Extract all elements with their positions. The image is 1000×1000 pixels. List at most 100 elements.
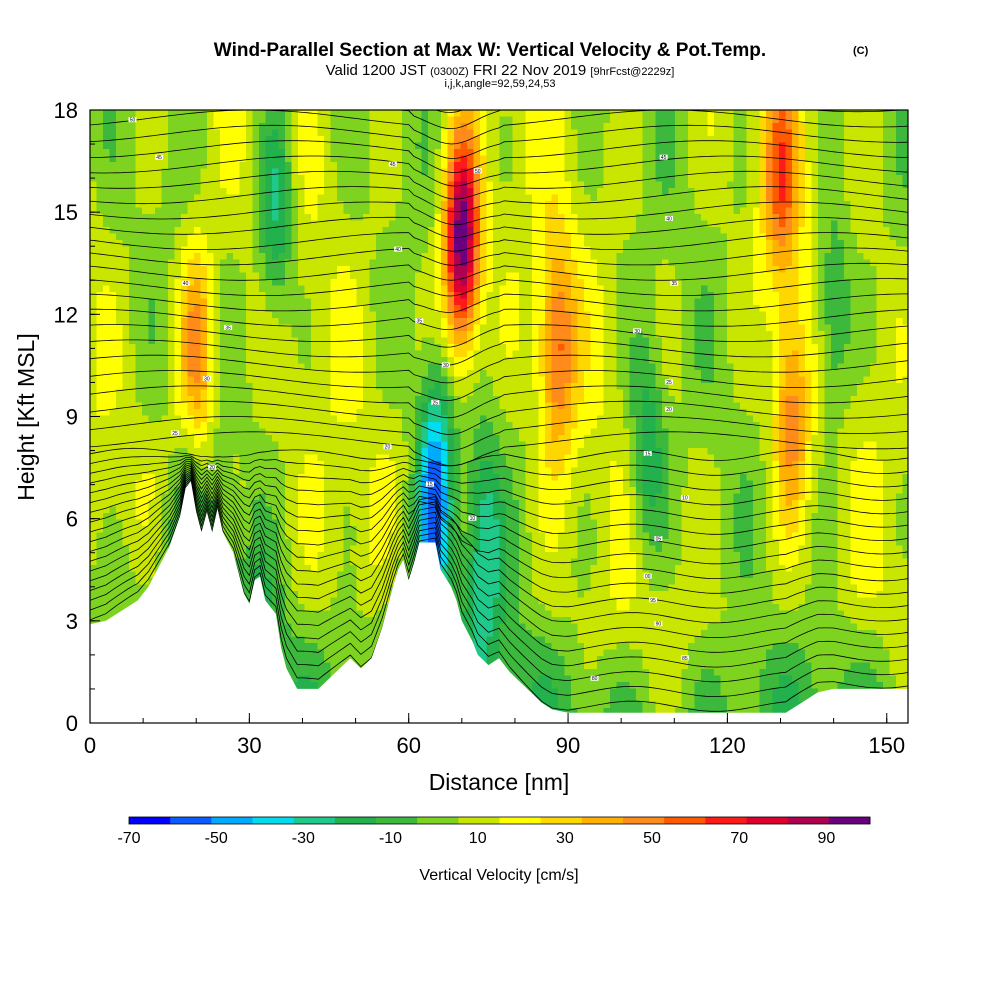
colorbar-segment bbox=[581, 817, 624, 824]
theta-contour-line bbox=[90, 232, 908, 252]
y-tick-label: 3 bbox=[66, 609, 78, 634]
colorbar-segment bbox=[170, 817, 212, 824]
theta-contour-line bbox=[90, 475, 908, 653]
theta-contour-label: 00 bbox=[645, 574, 651, 580]
x-tick-label: 150 bbox=[868, 733, 905, 758]
theta-contour-line bbox=[90, 155, 908, 187]
colorbar-segment bbox=[129, 817, 171, 824]
colorbar-segment bbox=[664, 817, 706, 824]
x-tick-label: 0 bbox=[84, 733, 96, 758]
y-tick-label: 0 bbox=[66, 711, 78, 736]
theta-contour-line bbox=[90, 455, 908, 476]
theta-contour-label: 90 bbox=[656, 622, 662, 628]
theta-contour-line bbox=[90, 460, 908, 521]
theta-label-box bbox=[643, 450, 652, 456]
theta-contour-line bbox=[90, 480, 908, 698]
colorbar-tick-label: -70 bbox=[117, 830, 140, 847]
theta-contour-line bbox=[90, 140, 908, 173]
theta-label-box bbox=[441, 362, 450, 368]
y-tick-label: 18 bbox=[54, 98, 78, 123]
theta-contour-line bbox=[90, 474, 908, 639]
theta-label-box bbox=[224, 324, 233, 330]
theta-contour-label: 35 bbox=[225, 325, 231, 331]
theta-label-box bbox=[633, 328, 642, 334]
theta-contour-line bbox=[90, 467, 908, 580]
theta-label-box bbox=[654, 621, 663, 627]
colorbar-title: Vertical Velocity [cm/s] bbox=[419, 867, 578, 884]
theta-label-box bbox=[649, 597, 658, 603]
theta-label-box bbox=[664, 215, 673, 221]
theta-contour-line bbox=[90, 465, 908, 565]
theta-contour-line bbox=[90, 354, 908, 384]
theta-label-box bbox=[415, 318, 424, 324]
theta-contour-line bbox=[90, 469, 908, 594]
colorbar-segment bbox=[787, 817, 830, 824]
theta-label-box bbox=[473, 168, 482, 174]
colorbar-segment bbox=[499, 817, 542, 824]
colorbar-segment bbox=[623, 817, 665, 824]
colorbar-tick-label: -10 bbox=[379, 830, 402, 847]
theta-contour-label: 50 bbox=[130, 118, 136, 124]
theta-contour-label: 05 bbox=[656, 537, 662, 543]
theta-contour-line bbox=[90, 293, 908, 313]
theta-contour-line bbox=[90, 447, 908, 467]
colorbar-tick-label: -30 bbox=[292, 830, 315, 847]
theta-label-box bbox=[202, 376, 211, 382]
x-tick-label: 60 bbox=[396, 733, 420, 758]
theta-contour-line bbox=[90, 431, 908, 467]
theta-label-box bbox=[680, 495, 689, 501]
y-tick-label: 9 bbox=[66, 405, 78, 430]
theta-contour-label: 30 bbox=[443, 363, 449, 369]
theta-contour-line bbox=[90, 472, 908, 624]
colorbar-segment bbox=[705, 817, 747, 824]
x-tick-label: 90 bbox=[556, 733, 580, 758]
theta-contour-label: 45 bbox=[661, 155, 667, 161]
colorbar-segment bbox=[293, 817, 336, 824]
x-axis-title: Distance [nm] bbox=[429, 769, 570, 795]
theta-contour-line bbox=[90, 170, 908, 200]
theta-contour-label: 15 bbox=[427, 482, 433, 488]
x-tick-label: 120 bbox=[709, 733, 746, 758]
theta-contour-line bbox=[90, 470, 908, 609]
chart-subtitle: Valid 1200 JST (0300Z) FRI 22 Nov 2019 [… bbox=[326, 62, 675, 79]
theta-contour-label: 40 bbox=[183, 281, 189, 287]
utc-time-label: (0300Z) bbox=[430, 66, 469, 78]
theta-contour-line bbox=[90, 324, 908, 348]
colorbar-tick-label: 90 bbox=[818, 830, 836, 847]
colorbar-tick-label: 10 bbox=[469, 830, 487, 847]
theta-label-box bbox=[590, 675, 599, 681]
theta-contour-line bbox=[90, 339, 908, 366]
colorbar: -70 -50 -30 -10 10 30 50 70 90 bbox=[117, 816, 871, 847]
theta-contour-line bbox=[90, 479, 908, 683]
colorbar-segment bbox=[746, 817, 789, 824]
potential-temperature-contours bbox=[90, 110, 908, 712]
theta-contour-label: 45 bbox=[156, 155, 162, 161]
colorbar-segment bbox=[417, 817, 459, 824]
theta-label-box bbox=[394, 246, 403, 252]
theta-contour-label: 30 bbox=[634, 329, 640, 335]
theta-contour-label: 85 bbox=[682, 656, 688, 662]
theta-contour-line bbox=[90, 458, 908, 506]
theta-contour-label: 25 bbox=[666, 380, 672, 386]
theta-contour-label: 15 bbox=[645, 451, 651, 457]
theta-label-box bbox=[664, 379, 673, 385]
theta-label-box bbox=[431, 399, 440, 405]
theta-label-box bbox=[181, 280, 190, 286]
theta-contour-label: 20 bbox=[666, 407, 672, 413]
theta-contour-label: 25 bbox=[172, 431, 178, 437]
colorbar-segment bbox=[211, 817, 253, 824]
theta-contour-label: 20 bbox=[209, 465, 215, 471]
theta-contour-line bbox=[90, 385, 908, 419]
colorbar-segment bbox=[458, 817, 500, 824]
theta-contour-line bbox=[90, 464, 908, 550]
theta-contour-label: 20 bbox=[385, 445, 391, 451]
valid-time-label: Valid 1200 JST bbox=[326, 62, 426, 79]
copyright-mark: (C) bbox=[853, 45, 869, 57]
theta-label-box bbox=[468, 515, 477, 521]
theta-label-box bbox=[425, 481, 434, 487]
theta-contour-line bbox=[90, 416, 908, 451]
theta-contour-labels: 50 45 40 35 30 25 20 45 40 35 30 25 20 15 10 50 45 40 35 30… bbox=[128, 117, 689, 682]
theta-contour-line bbox=[90, 201, 908, 226]
theta-contour-label: 45 bbox=[390, 162, 396, 168]
